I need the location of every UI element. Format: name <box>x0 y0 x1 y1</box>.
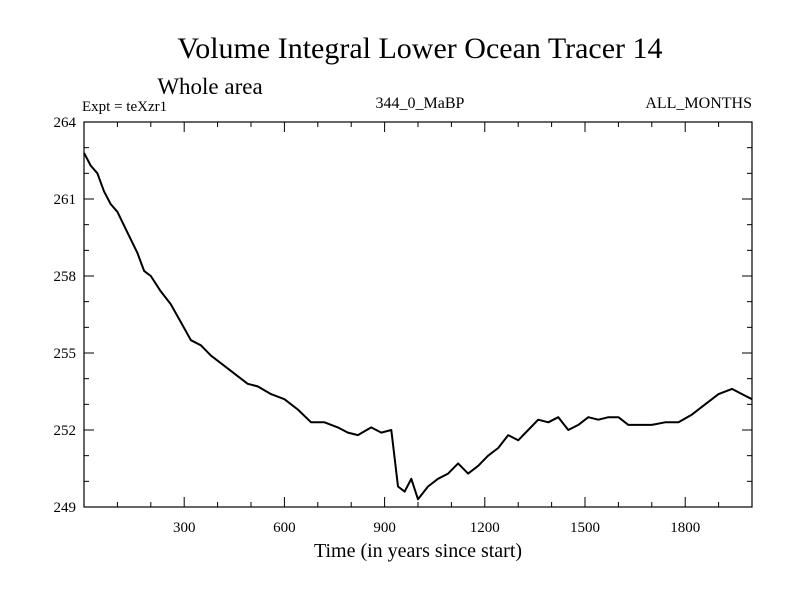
tick-labels: 300 600 900 1200 1500 1800 249 252 255 258 261 264 <box>54 115 701 536</box>
x-tick-label: 1500 <box>570 520 600 536</box>
y-tick-label: 249 <box>54 500 77 516</box>
chart-subtitle: Whole area <box>157 74 262 99</box>
axis-ticks <box>84 121 752 508</box>
x-tick-label: 1200 <box>470 520 500 536</box>
x-tick-label: 900 <box>373 520 396 536</box>
y-tick-label: 258 <box>54 269 77 285</box>
plot-frame <box>83 121 753 508</box>
y-tick-label: 252 <box>54 423 77 439</box>
y-tick-label: 264 <box>54 115 77 131</box>
series-line-teXzr1 <box>83 152 753 501</box>
x-tick-label: 600 <box>273 520 296 536</box>
x-tick-label: 300 <box>173 520 196 536</box>
y-tick-label: 255 <box>54 346 77 362</box>
x-tick-label: 1800 <box>670 520 700 536</box>
y-tick-label: 261 <box>54 192 77 208</box>
x-axis-label: Time (in years since start) <box>314 540 522 562</box>
chart-title: Volume Integral Lower Ocean Tracer 14 <box>177 32 662 65</box>
expt-label: Expt = teXzr1 <box>82 99 167 115</box>
period-label: 344_0_MaBP <box>376 95 465 112</box>
months-label: ALL_MONTHS <box>645 95 752 112</box>
